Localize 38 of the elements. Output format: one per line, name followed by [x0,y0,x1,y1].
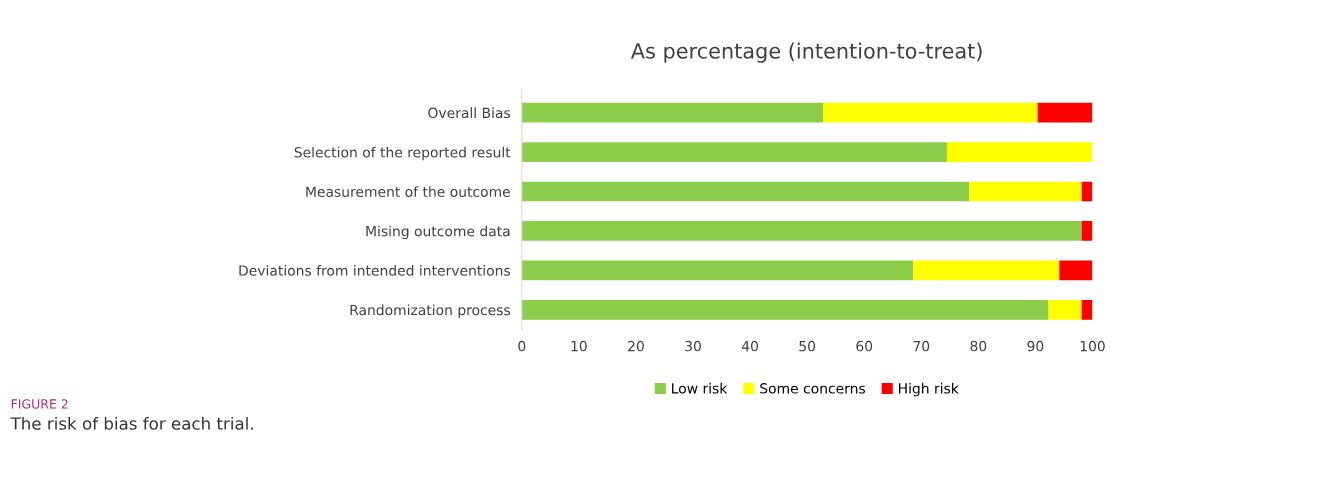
x-tick-label: 100 [1080,340,1105,352]
x-tick-label: 70 [913,340,930,352]
x-tick-label: 50 [799,340,816,352]
x-tick-label: 0 [518,340,526,352]
bar [969,181,1082,202]
chart-title: As percentage (intention-to-treat) [630,42,982,63]
bar [521,142,947,162]
y-tick-label: Deviations from intended interventions [239,265,511,276]
bar [1059,260,1093,281]
bar [946,142,1093,162]
y-tick-label: Overall Bias [428,107,510,119]
text: The risk of bias for each trial. [10,416,253,430]
y-tick-label: Randomization process [350,304,511,318]
x-tick-label: 30 [685,340,701,352]
y-tick-label: Measurement of the outcome [306,186,510,197]
bar [913,260,1060,281]
legend-label: Low risk [672,382,728,394]
bar [521,299,1049,320]
bar [1048,299,1082,320]
bar [823,102,1038,123]
bar [521,181,970,202]
x-tick-label: 90 [1027,340,1044,352]
y-tick-label: Selection of the reported result [294,146,511,161]
caption: FIGURE 2 [11,399,68,409]
bar [521,102,824,123]
y-tick-label: Mising outcome data [366,225,510,240]
x-tick-label: 10 [571,340,587,352]
legend-label: High risk [899,382,959,397]
bar [1081,221,1093,241]
bar [1037,102,1093,123]
bar [1081,299,1093,320]
legend-label: Some concerns [760,383,866,394]
x-tick-label: 60 [856,340,873,352]
x-tick-label: 80 [970,340,987,352]
bar [521,221,1082,241]
x-tick-label: 40 [741,340,758,352]
x-tick-label: 20 [628,340,644,352]
bar [521,260,914,281]
